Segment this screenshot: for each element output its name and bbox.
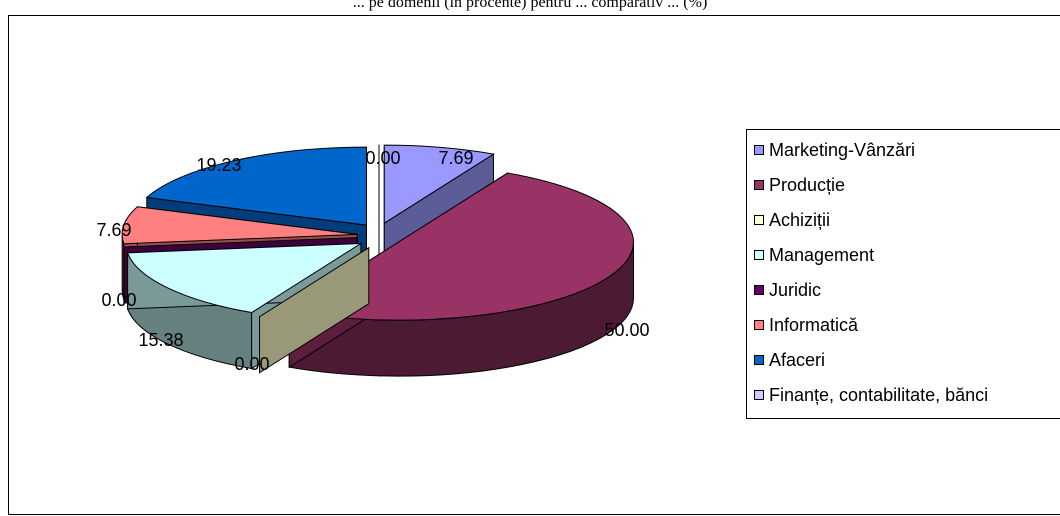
legend-label: Informatică (769, 315, 859, 335)
legend-swatch (754, 215, 764, 225)
legend-swatch (754, 390, 764, 400)
legend-item: Informatică (754, 313, 859, 337)
data-label: 0.00 (234, 354, 269, 374)
legend-label: Marketing-Vânzări (769, 140, 916, 160)
legend-swatch (754, 180, 764, 190)
legend-item: Finanțe, contabilitate, bănci (754, 383, 989, 407)
legend-swatch (754, 250, 764, 260)
legend-label: Management (769, 245, 875, 265)
legend-label: Achiziții (769, 210, 831, 230)
legend-swatch (754, 285, 764, 295)
legend-label: Afaceri (769, 350, 826, 370)
chart-area: 7.69 50.00 0.00 15.38 0.00 7.69 19.23 0.00 Mark… (8, 15, 1060, 515)
legend-item: Producție (754, 173, 846, 197)
legend-label: Juridic (769, 280, 822, 300)
legend-label: Finanțe, contabilitate, bănci (769, 385, 989, 405)
data-label: 15.38 (138, 330, 183, 350)
legend-item: Afaceri (754, 348, 826, 372)
legend-item: Achiziții (754, 208, 831, 232)
legend: Marketing-Vânzări Producție Achiziții Manag… (746, 129, 1060, 419)
data-label: 50.00 (604, 320, 649, 340)
legend-item: Management (754, 243, 875, 267)
data-label: 0.00 (365, 148, 400, 168)
legend-swatch (754, 145, 764, 155)
chart-caption: ... pe domenii (în procente) pentru ... … (352, 0, 708, 11)
data-label: 7.69 (438, 148, 473, 168)
pie-slice (259, 246, 370, 374)
legend-label: Producție (769, 175, 846, 195)
data-label: 7.69 (96, 220, 131, 240)
data-label: 19.23 (196, 155, 241, 175)
legend-item: Juridic (754, 278, 822, 302)
legend-swatch (754, 355, 764, 365)
data-label: 0.00 (101, 290, 136, 310)
legend-item: Marketing-Vânzări (754, 138, 916, 162)
legend-swatch (754, 320, 764, 330)
